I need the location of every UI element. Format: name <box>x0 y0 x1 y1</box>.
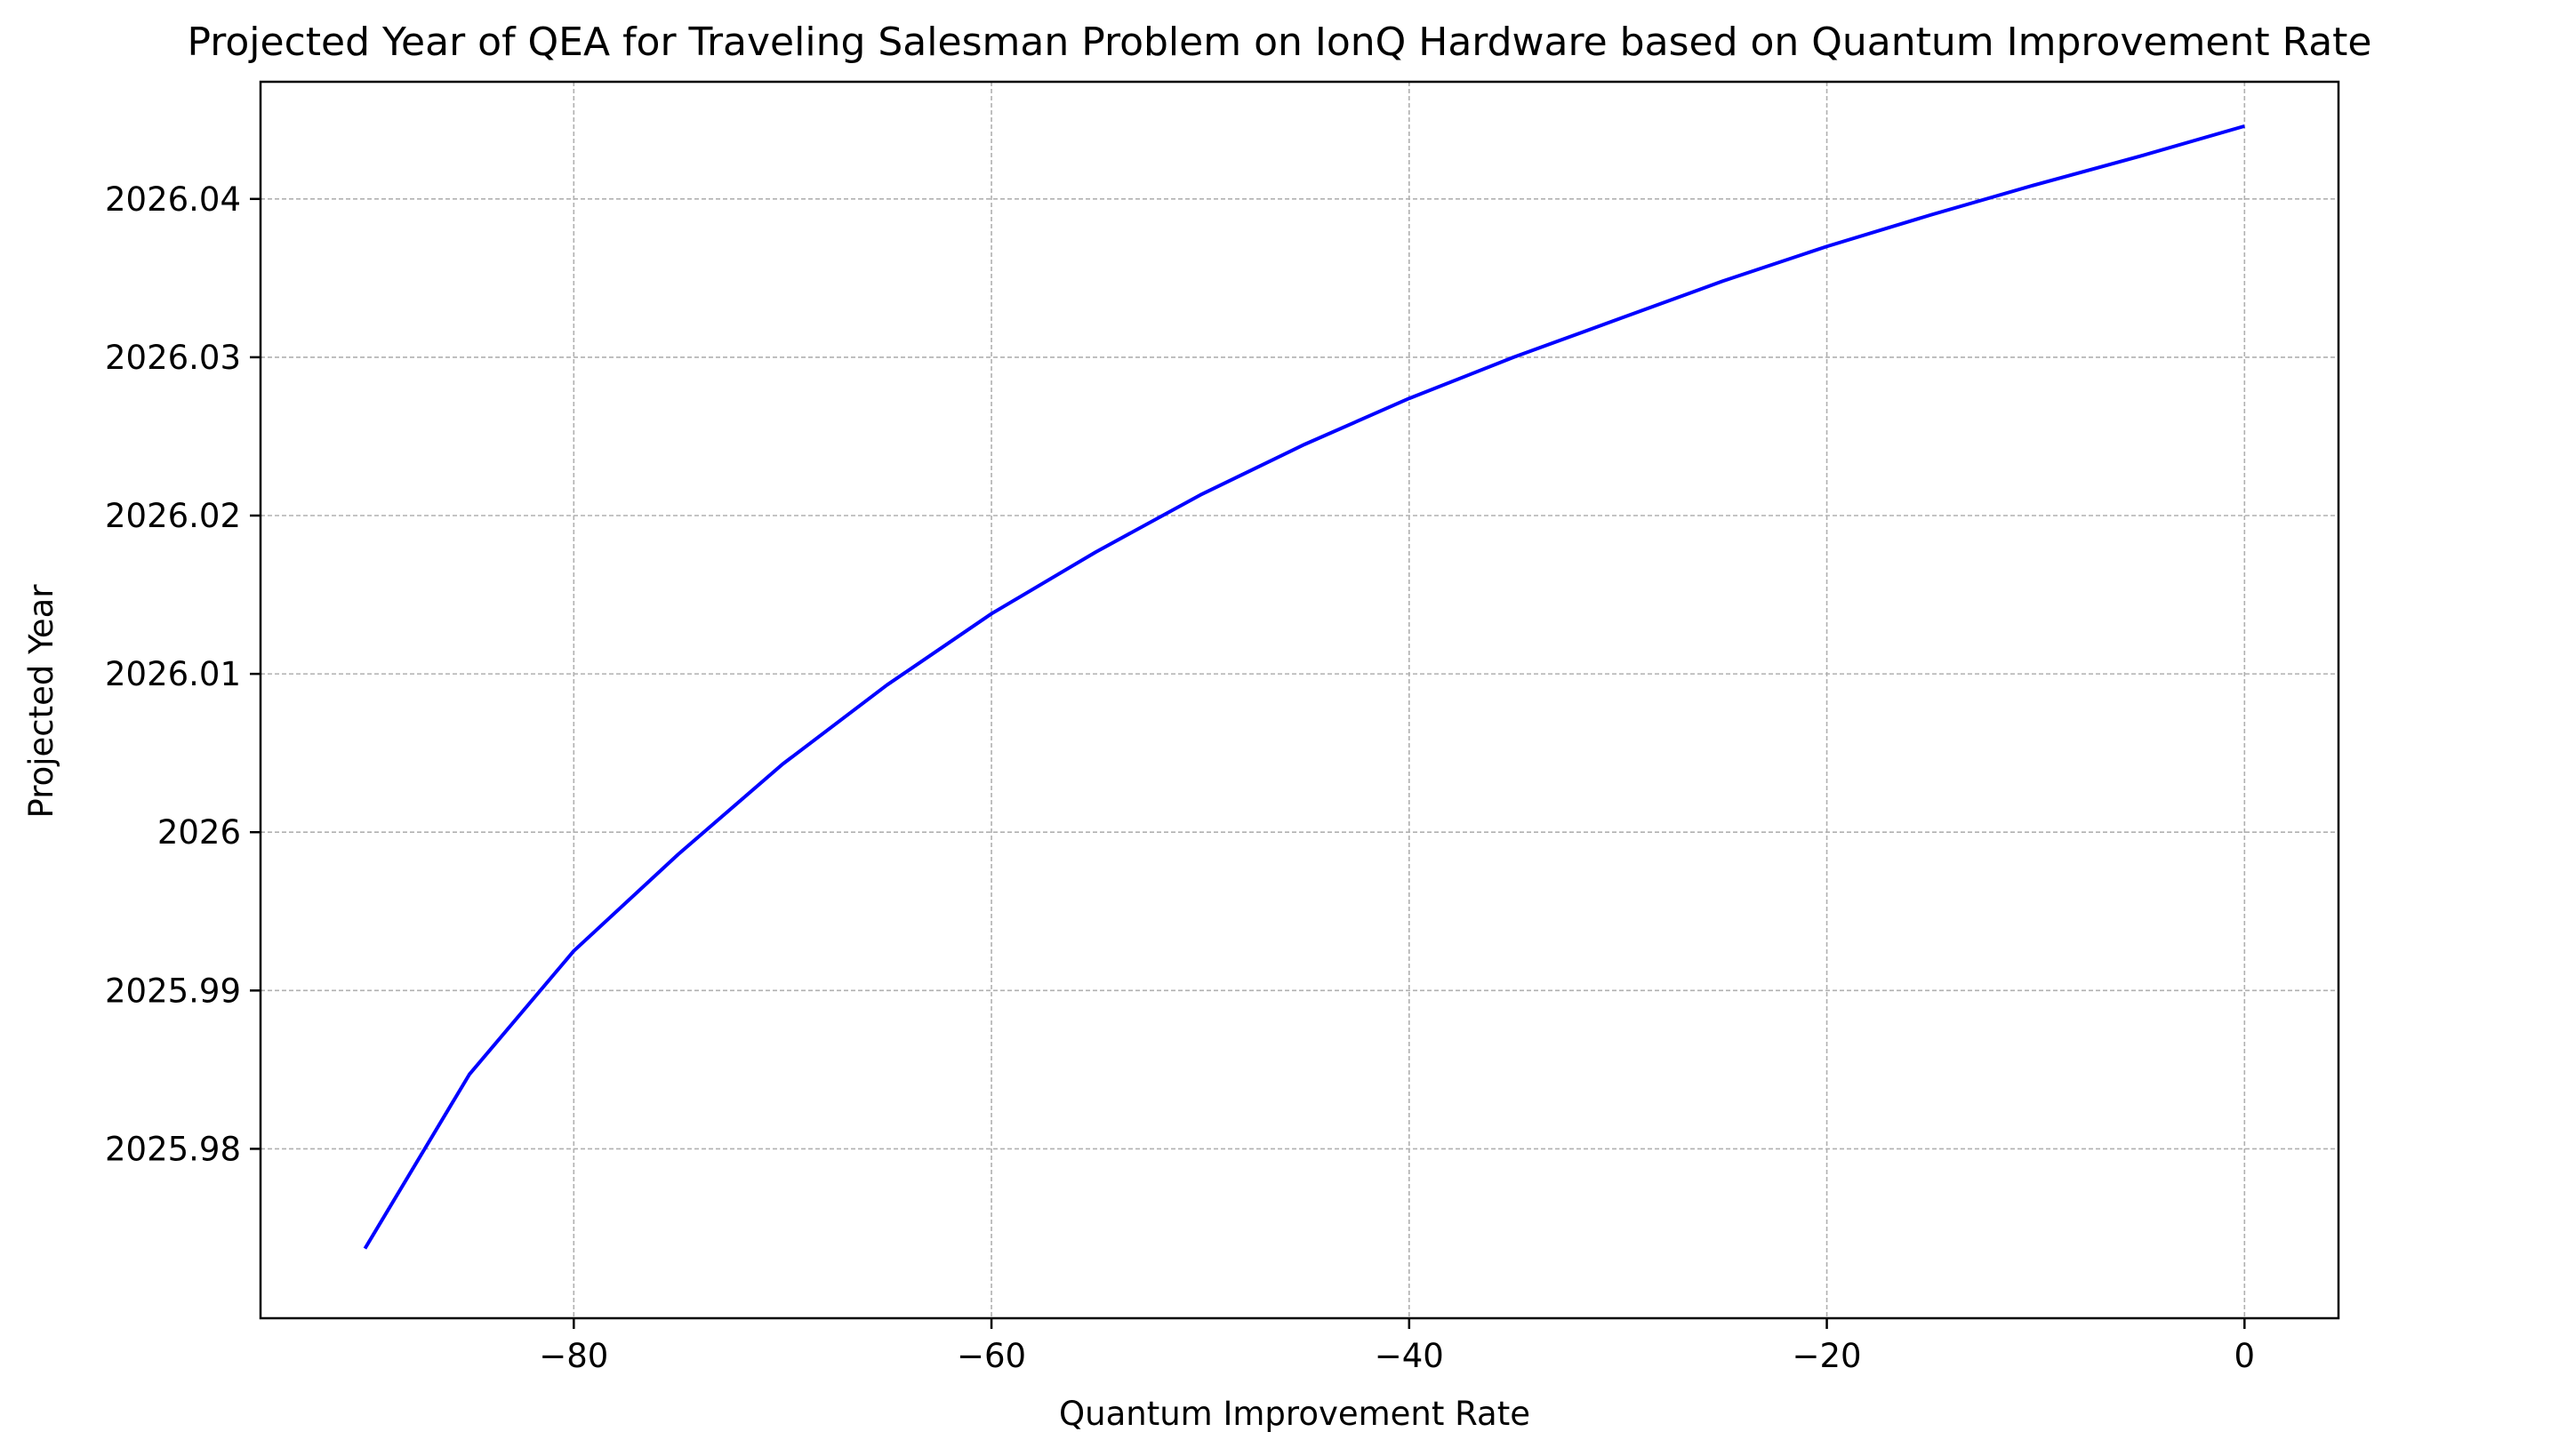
plot-area <box>259 80 2340 1320</box>
y-axis-title: Projected Year <box>22 584 60 819</box>
y-tick-label: 2025.98 <box>105 1130 241 1168</box>
x-tick-label: −80 <box>539 1337 608 1375</box>
series-layer <box>363 124 2245 1250</box>
x-axis: −80 −60 −40 −20 0 <box>539 1318 2255 1375</box>
y-axis: 2025.98 2025.99 2026 2026.01 2026.02 2026.03 2… <box>105 180 261 1168</box>
y-tick-label: 2026.01 <box>105 655 241 693</box>
y-tick-label: 2026.02 <box>105 497 241 535</box>
y-tick-label: 2026.03 <box>105 339 241 377</box>
plot-frame <box>259 80 2340 1320</box>
x-axis-title: Quantum Improvement Rate <box>1059 1395 1530 1433</box>
x-tick-label: −40 <box>1375 1337 1444 1375</box>
series-line-0 <box>363 124 2245 1250</box>
x-tick-label: −60 <box>957 1337 1026 1375</box>
chart-title: Projected Year of QEA for Traveling Sale… <box>187 20 2371 65</box>
y-tick-label: 2025.99 <box>105 972 241 1010</box>
y-tick-label: 2026.04 <box>105 180 241 219</box>
x-tick-label: −20 <box>1793 1337 1862 1375</box>
y-tick-label: 2026 <box>157 813 241 852</box>
x-tick-label: 0 <box>2234 1337 2256 1375</box>
